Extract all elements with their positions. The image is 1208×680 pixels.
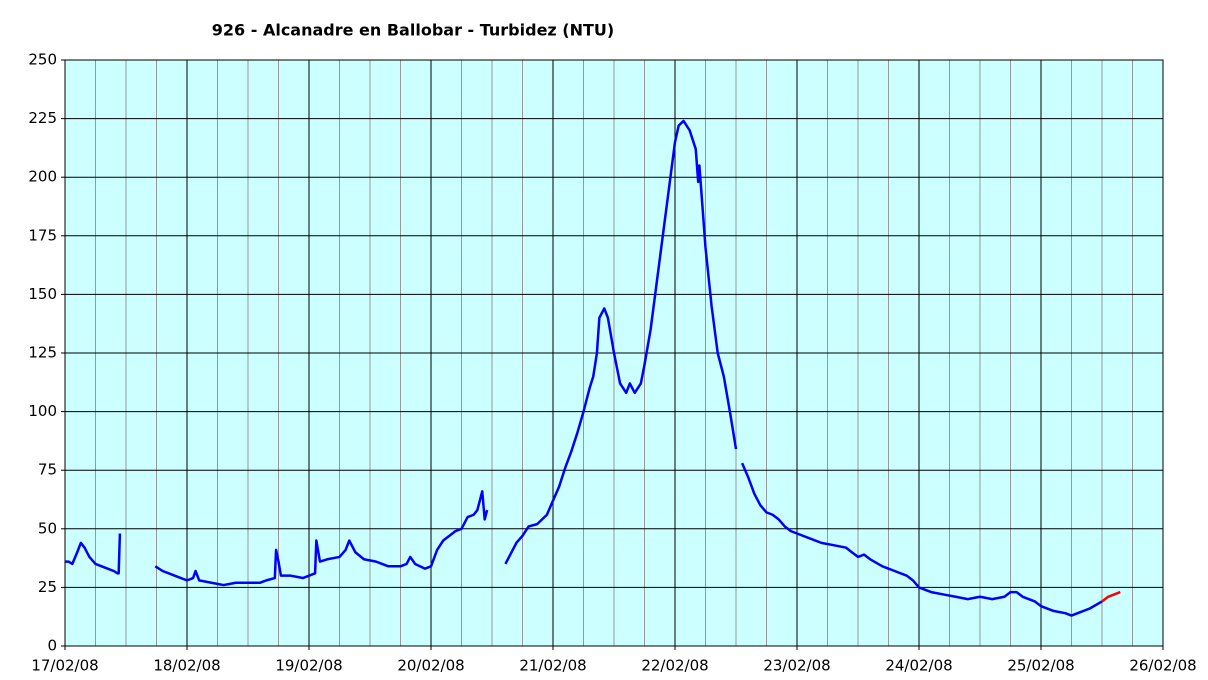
line-series xyxy=(504,119,738,565)
y-tick-label: 0 xyxy=(47,637,57,655)
x-tick-label: 23/02/08 xyxy=(763,657,830,675)
x-tick-label: 17/02/08 xyxy=(31,657,98,675)
y-tick-label: 75 xyxy=(38,461,57,479)
x-tick-label: 22/02/08 xyxy=(641,657,708,675)
plot-border xyxy=(64,59,1164,647)
x-tick-label: 20/02/08 xyxy=(397,657,464,675)
x-tick-label: 24/02/08 xyxy=(885,657,952,675)
line-series xyxy=(154,490,489,587)
x-tick-label: 21/02/08 xyxy=(519,657,586,675)
y-tick-label: 175 xyxy=(28,226,57,244)
y-tick-label: 200 xyxy=(28,168,57,186)
line-series xyxy=(1101,590,1121,603)
y-tick-label: 225 xyxy=(28,109,57,127)
x-tick-label: 25/02/08 xyxy=(1007,657,1074,675)
x-tick-label: 26/02/08 xyxy=(1129,657,1196,675)
y-tick-label: 125 xyxy=(28,344,57,362)
y-tick-label: 25 xyxy=(38,578,57,596)
line-series xyxy=(65,533,122,575)
y-tick-label: 100 xyxy=(28,402,57,420)
line-series xyxy=(740,462,1103,617)
x-tick-label: 18/02/08 xyxy=(153,657,220,675)
x-tick-label: 19/02/08 xyxy=(275,657,342,675)
chart-title: 926 - Alcanadre en Ballobar - Turbidez (… xyxy=(212,21,614,40)
y-tick-label: 50 xyxy=(38,519,57,537)
y-tick-label: 250 xyxy=(28,51,57,69)
y-tick-label: 150 xyxy=(28,285,57,303)
